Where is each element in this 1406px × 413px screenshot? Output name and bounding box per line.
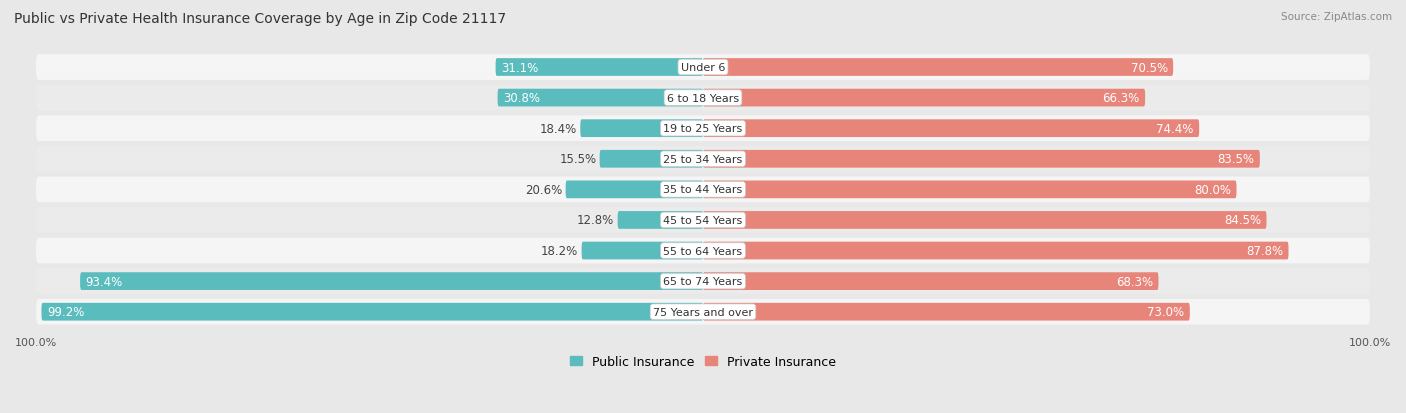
FancyBboxPatch shape	[703, 303, 1189, 321]
Text: 68.3%: 68.3%	[1116, 275, 1153, 288]
Text: 18.4%: 18.4%	[540, 122, 576, 135]
FancyBboxPatch shape	[37, 177, 1369, 203]
FancyBboxPatch shape	[80, 273, 703, 290]
FancyBboxPatch shape	[37, 147, 1369, 172]
Text: 87.8%: 87.8%	[1246, 244, 1284, 257]
Text: 74.4%: 74.4%	[1157, 122, 1194, 135]
FancyBboxPatch shape	[495, 59, 703, 77]
Text: Under 6: Under 6	[681, 63, 725, 73]
Text: 80.0%: 80.0%	[1194, 183, 1232, 196]
FancyBboxPatch shape	[703, 242, 1288, 260]
FancyBboxPatch shape	[37, 238, 1369, 264]
Text: 15.5%: 15.5%	[560, 153, 596, 166]
Text: 30.8%: 30.8%	[503, 92, 540, 105]
Text: 70.5%: 70.5%	[1130, 62, 1168, 74]
FancyBboxPatch shape	[37, 299, 1369, 325]
Text: 66.3%: 66.3%	[1102, 92, 1140, 105]
FancyBboxPatch shape	[703, 90, 1144, 107]
FancyBboxPatch shape	[37, 55, 1369, 81]
FancyBboxPatch shape	[703, 59, 1173, 77]
Text: 55 to 64 Years: 55 to 64 Years	[664, 246, 742, 256]
FancyBboxPatch shape	[565, 181, 703, 199]
FancyBboxPatch shape	[37, 208, 1369, 233]
Text: 20.6%: 20.6%	[524, 183, 562, 196]
FancyBboxPatch shape	[498, 90, 703, 107]
Text: 12.8%: 12.8%	[576, 214, 614, 227]
Text: 73.0%: 73.0%	[1147, 306, 1184, 318]
Text: 45 to 54 Years: 45 to 54 Years	[664, 216, 742, 225]
FancyBboxPatch shape	[37, 116, 1369, 142]
Text: 65 to 74 Years: 65 to 74 Years	[664, 276, 742, 287]
FancyBboxPatch shape	[41, 303, 703, 321]
FancyBboxPatch shape	[582, 242, 703, 260]
FancyBboxPatch shape	[703, 181, 1236, 199]
Text: 18.2%: 18.2%	[541, 244, 578, 257]
FancyBboxPatch shape	[703, 273, 1159, 290]
Text: 35 to 44 Years: 35 to 44 Years	[664, 185, 742, 195]
Text: 99.2%: 99.2%	[46, 306, 84, 318]
Text: 83.5%: 83.5%	[1218, 153, 1254, 166]
Text: 25 to 34 Years: 25 to 34 Years	[664, 154, 742, 164]
FancyBboxPatch shape	[581, 120, 703, 138]
FancyBboxPatch shape	[599, 150, 703, 168]
FancyBboxPatch shape	[703, 120, 1199, 138]
Text: 31.1%: 31.1%	[501, 62, 538, 74]
Text: 93.4%: 93.4%	[86, 275, 122, 288]
Text: Public vs Private Health Insurance Coverage by Age in Zip Code 21117: Public vs Private Health Insurance Cover…	[14, 12, 506, 26]
FancyBboxPatch shape	[37, 85, 1369, 111]
Text: Source: ZipAtlas.com: Source: ZipAtlas.com	[1281, 12, 1392, 22]
Text: 19 to 25 Years: 19 to 25 Years	[664, 124, 742, 134]
Text: 75 Years and over: 75 Years and over	[652, 307, 754, 317]
FancyBboxPatch shape	[703, 150, 1260, 168]
FancyBboxPatch shape	[617, 211, 703, 229]
Text: 84.5%: 84.5%	[1225, 214, 1261, 227]
Text: 6 to 18 Years: 6 to 18 Years	[666, 93, 740, 103]
Legend: Public Insurance, Private Insurance: Public Insurance, Private Insurance	[569, 355, 837, 368]
FancyBboxPatch shape	[703, 211, 1267, 229]
FancyBboxPatch shape	[37, 268, 1369, 294]
